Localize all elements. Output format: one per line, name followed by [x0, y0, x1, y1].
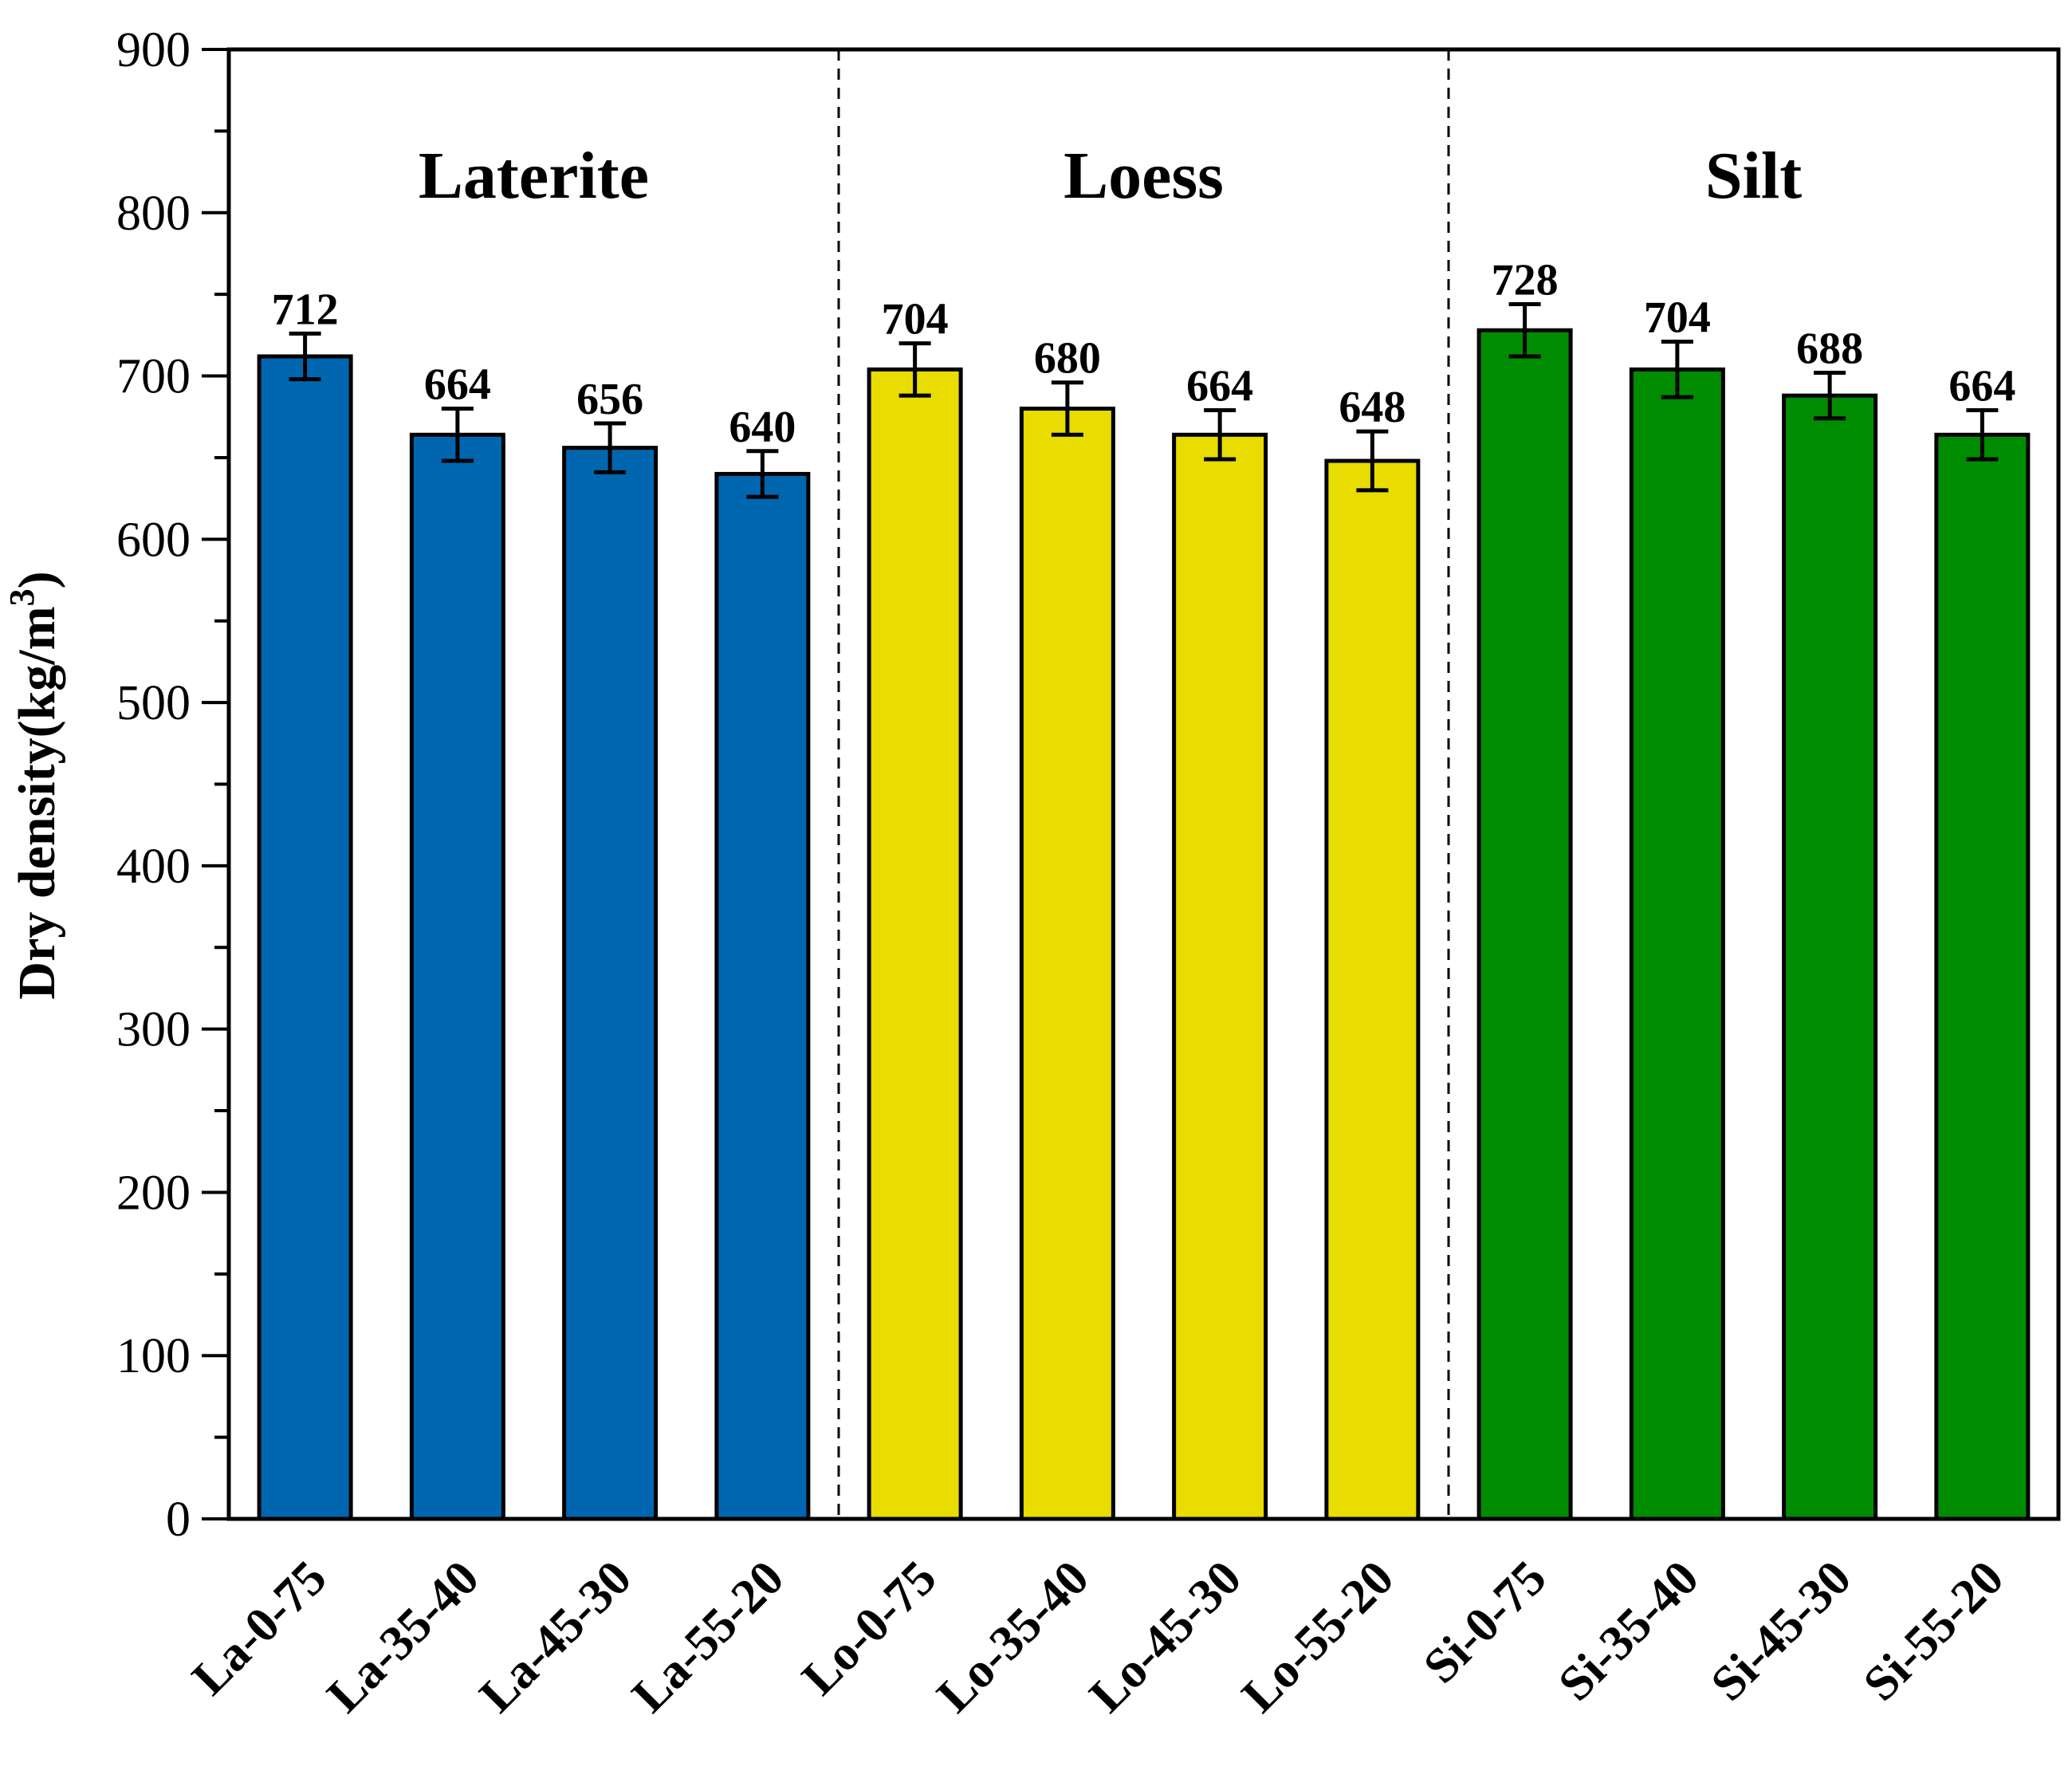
y-tick-label-800: 800 [116, 187, 191, 241]
bar-si-0-75 [1476, 328, 1573, 1521]
bar-lo-55-20 [1324, 458, 1421, 1521]
x-tick-label-la-45-30: La-45-30 [470, 1551, 642, 1723]
data-label-la-0-75: 712 [272, 285, 339, 334]
x-tick-label-si-55-20: Si-55-20 [1854, 1551, 2015, 1712]
data-label-lo-55-20: 648 [1339, 383, 1406, 432]
data-label-si-45-30: 688 [1796, 324, 1863, 373]
y-axis-title-superscript: 3 [2, 588, 41, 606]
x-tick-label-la-55-20: La-55-20 [622, 1551, 794, 1723]
x-tick-label-la-0-75: La-0-75 [182, 1551, 336, 1705]
x-tick-label-si-0-75: Si-0-75 [1413, 1551, 1557, 1694]
bar-lo-35-40 [1019, 407, 1115, 1521]
y-axis-title: Dry density(kg/m3) [2, 571, 66, 999]
x-tick-label-lo-0-75: Lo-0-75 [792, 1551, 946, 1705]
data-label-lo-45-30: 664 [1186, 362, 1253, 411]
bar-si-35-40 [1629, 367, 1725, 1521]
data-label-la-45-30: 656 [576, 375, 643, 424]
data-label-si-55-20: 664 [1948, 362, 2015, 411]
data-label-lo-35-40: 680 [1034, 334, 1101, 384]
x-tick-label-lo-55-20: Lo-55-20 [1232, 1551, 1404, 1723]
plot-frame [226, 47, 2061, 1521]
y-tick-label-400: 400 [116, 840, 191, 894]
y-tick-label-300: 300 [116, 1003, 191, 1057]
y-tick-label-600: 600 [116, 513, 191, 567]
bar-si-55-20 [1934, 432, 2031, 1521]
data-label-la-55-20: 640 [729, 403, 796, 452]
bar-lo-45-30 [1172, 432, 1268, 1521]
y-tick-label-0: 0 [166, 1493, 191, 1547]
y-tick-label-900: 900 [116, 23, 191, 77]
y-axis-title-text: Dry density(kg/m [8, 606, 66, 999]
y-tick-label-700: 700 [116, 350, 191, 404]
group-label-loess: Loess [1064, 139, 1224, 213]
data-label-si-35-40: 704 [1644, 293, 1711, 343]
bar-si-45-30 [1782, 393, 1878, 1521]
group-label-laterite: Laterite [419, 139, 649, 213]
bar-la-45-30 [562, 446, 659, 1521]
bar-la-35-40 [409, 432, 505, 1521]
x-tick-label-si-45-30: Si-45-30 [1700, 1551, 1862, 1712]
y-axis-title-close: ) [8, 571, 66, 588]
data-label-si-0-75: 728 [1492, 255, 1559, 305]
data-label-la-35-40: 664 [424, 360, 491, 410]
y-tick-label-500: 500 [116, 676, 191, 730]
x-tick-label-lo-35-40: Lo-35-40 [927, 1551, 1099, 1723]
group-label-silt: Silt [1705, 139, 1802, 213]
data-label-lo-0-75: 704 [882, 295, 949, 344]
x-tick-label-lo-45-30: Lo-45-30 [1079, 1551, 1252, 1723]
plot-area: 712 La-0-75 664 La-35-40 656 La-45-30 640 La-55… [116, 23, 2061, 1723]
bar-la-55-20 [714, 471, 811, 1521]
x-tick-label-si-35-40: Si-35-40 [1548, 1551, 1709, 1712]
bar-lo-0-75 [867, 367, 963, 1521]
y-tick-label-100: 100 [116, 1329, 191, 1383]
bar-la-0-75 [257, 354, 353, 1521]
x-tick-label-la-35-40: La-35-40 [317, 1551, 489, 1723]
y-tick-label-200: 200 [116, 1166, 191, 1220]
